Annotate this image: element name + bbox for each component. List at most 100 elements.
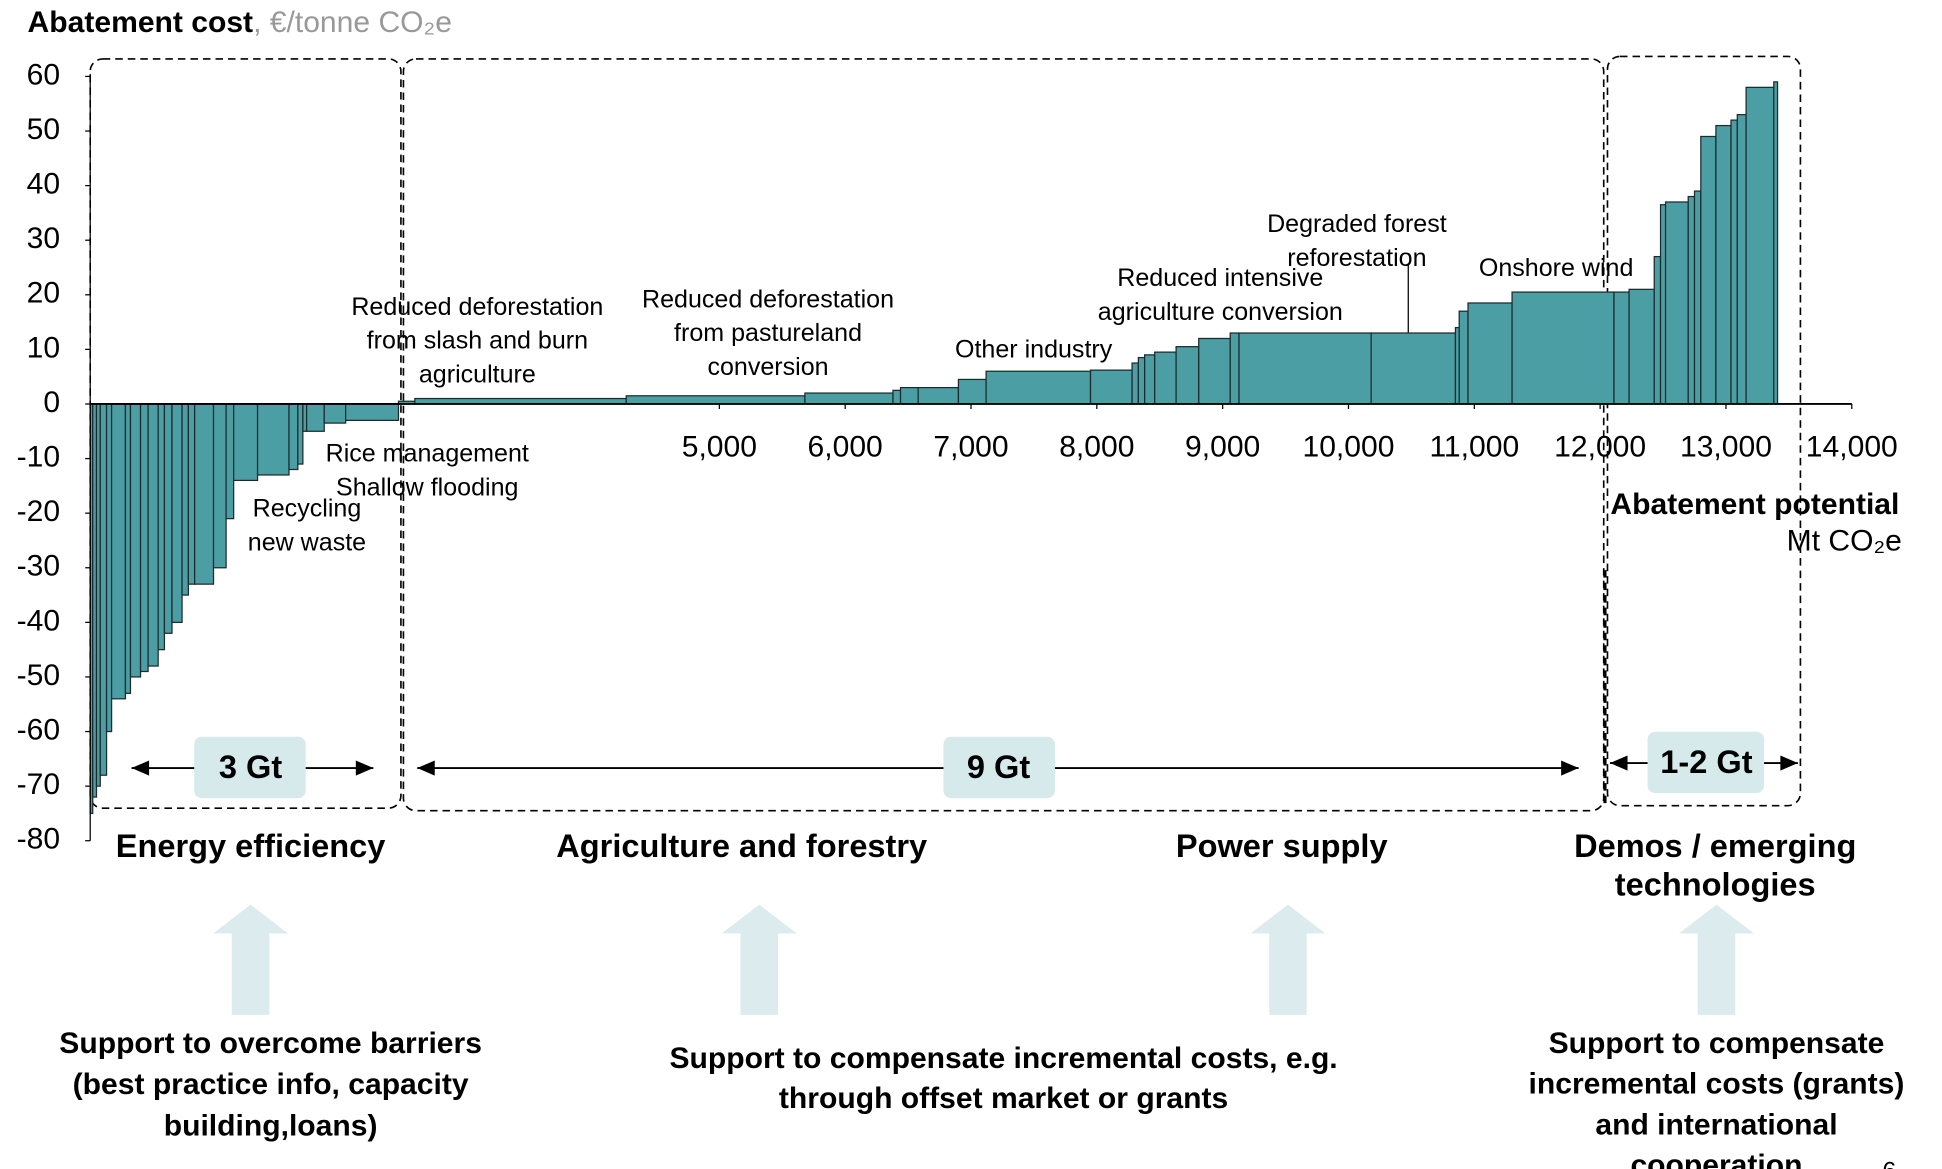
x-tick-label: 9,000 <box>1185 430 1260 463</box>
annotation: from slash and burn <box>367 327 588 355</box>
x-tick-label: 11,000 <box>1429 430 1519 463</box>
annotation: conversion <box>707 353 828 381</box>
arrow-head <box>1780 755 1798 771</box>
annotation: Rice management <box>326 439 529 467</box>
bar <box>1687 195 1696 405</box>
group-frames <box>89 55 1802 812</box>
potential-box <box>943 736 1055 799</box>
y-tick-label: 10 <box>27 331 60 364</box>
y-tick-label: -20 <box>17 495 60 528</box>
potential-box <box>1647 731 1765 794</box>
bar <box>1238 332 1372 405</box>
y-tick-label: -50 <box>17 659 60 692</box>
annotation: Degraded forest <box>1267 210 1447 238</box>
x-tick-label: 6,000 <box>808 430 883 463</box>
bar <box>1736 114 1747 405</box>
y-tick-label: 40 <box>27 168 60 201</box>
bar <box>124 403 132 694</box>
bar <box>892 389 902 405</box>
support-text: Support to overcome barriers <box>59 1027 482 1060</box>
y-tick-label: 20 <box>27 277 60 310</box>
bar <box>804 392 894 405</box>
annotation: from pastureland <box>674 319 862 347</box>
potential-box <box>194 736 306 799</box>
support-text: cooperation <box>1630 1149 1802 1169</box>
x-tick-label: 10,000 <box>1303 430 1395 463</box>
y-tick-label: -30 <box>17 550 60 583</box>
bar <box>1175 346 1200 405</box>
bar <box>139 403 149 673</box>
bar <box>297 403 304 465</box>
bar <box>1458 310 1469 405</box>
bar <box>899 386 919 405</box>
chart-title: Abatement cost, €/tonne CO₂e <box>28 6 452 39</box>
x-tick-label: 8,000 <box>1059 430 1134 463</box>
bar <box>99 403 108 776</box>
support-text: building,loans) <box>164 1110 378 1143</box>
bar <box>171 403 183 623</box>
bar <box>1693 190 1702 405</box>
x-tick-label: 5,000 <box>682 430 757 463</box>
potential-label: 1-2 Gt <box>1660 744 1752 780</box>
bar <box>233 403 259 482</box>
category-label: technologies <box>1615 867 1816 903</box>
bar <box>1613 291 1630 405</box>
bar <box>212 403 227 569</box>
bar <box>288 403 299 471</box>
y-tick-label: 60 <box>27 58 60 91</box>
support-text: through offset market or grants <box>779 1082 1228 1115</box>
bar <box>1089 369 1133 405</box>
bar <box>1700 135 1717 405</box>
bar <box>147 403 159 667</box>
bar <box>625 395 806 405</box>
bar <box>1511 291 1615 405</box>
y-tick-label: 0 <box>43 386 60 419</box>
category-label: Energy efficiency <box>116 828 386 864</box>
title-unit: €/tonne CO₂e <box>270 6 452 39</box>
bar <box>1154 351 1177 405</box>
bar <box>1664 201 1689 405</box>
y-tick-label: -60 <box>17 713 60 746</box>
support-text: and international <box>1595 1108 1837 1141</box>
bar <box>985 370 1092 405</box>
y-tick-label: -40 <box>17 604 60 637</box>
bar <box>1370 332 1457 405</box>
annotation: Reduced deforestation <box>351 293 603 321</box>
annotation: agriculture <box>419 361 536 389</box>
x-tick-label: 12,000 <box>1554 430 1646 463</box>
bar <box>345 403 400 421</box>
bar <box>256 403 290 476</box>
bar <box>1628 288 1655 405</box>
bar <box>181 403 189 596</box>
bar <box>1659 204 1667 405</box>
annotation: Reduced deforestation <box>642 285 894 313</box>
bar <box>1144 354 1156 405</box>
bar <box>323 403 347 424</box>
annotation: agriculture conversion <box>1098 298 1343 326</box>
category-label: Agriculture and forestry <box>556 828 927 864</box>
support-text: incremental costs (grants) <box>1529 1068 1905 1101</box>
annotation: Shallow flooding <box>336 473 518 501</box>
bar <box>110 403 127 700</box>
support-text: Support to compensate incremental costs,… <box>669 1042 1337 1075</box>
arrow-head <box>417 760 435 776</box>
bar <box>306 403 325 432</box>
bar <box>157 403 166 651</box>
annotation: Recycling <box>253 495 362 523</box>
bar <box>129 403 142 678</box>
arrow-head <box>131 760 150 776</box>
bar <box>105 403 113 733</box>
y-tick-label: 30 <box>27 222 60 255</box>
annotation: reforestation <box>1287 244 1426 272</box>
support-arrows <box>212 904 1755 1015</box>
bar <box>225 403 235 520</box>
x-tick-label: 14,000 <box>1806 430 1898 463</box>
bar <box>1730 119 1738 405</box>
bar <box>1229 332 1240 405</box>
bar <box>1131 362 1139 405</box>
bar <box>917 386 960 405</box>
arrow-head <box>1561 760 1579 776</box>
bar <box>1715 124 1732 405</box>
x-tick-label: 13,000 <box>1680 430 1772 463</box>
